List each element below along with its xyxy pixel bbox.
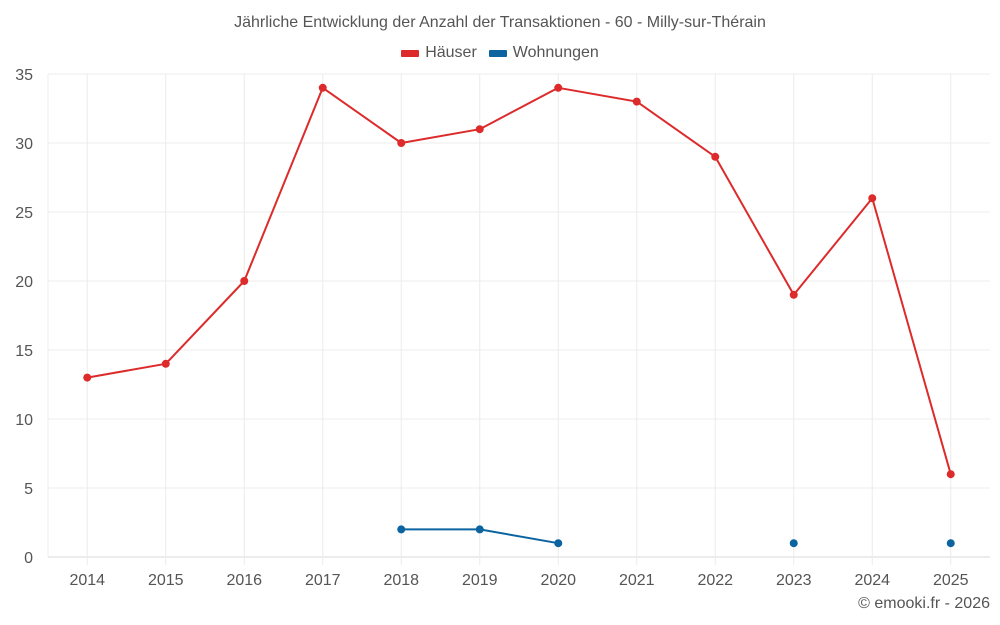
data-point-haeuser[interactable] bbox=[240, 277, 249, 285]
x-tick-label: 2017 bbox=[305, 572, 341, 589]
legend-item-wohnungen[interactable]: Wohnungen bbox=[488, 44, 599, 62]
legend-item-haeuser[interactable]: Häuser bbox=[401, 44, 477, 62]
x-tick-label: 2023 bbox=[776, 572, 812, 589]
data-point-haeuser[interactable] bbox=[789, 290, 798, 299]
data-point-haeuser[interactable] bbox=[554, 83, 563, 92]
x-tick-label: 2019 bbox=[462, 572, 498, 589]
data-point-wohnungen[interactable] bbox=[946, 539, 955, 548]
x-tick-label: 2014 bbox=[69, 572, 105, 589]
data-point-haeuser[interactable] bbox=[83, 373, 92, 382]
legend: Häuser Wohnungen bbox=[0, 44, 1000, 62]
data-point-haeuser[interactable] bbox=[318, 83, 327, 92]
data-point-wohnungen[interactable] bbox=[554, 539, 563, 548]
y-tick-label: 5 bbox=[24, 481, 33, 498]
x-tick-label: 2015 bbox=[148, 572, 184, 589]
x-tick-label: 2025 bbox=[933, 572, 969, 589]
y-tick-label: 15 bbox=[15, 343, 33, 360]
data-point-haeuser[interactable] bbox=[946, 470, 955, 479]
y-tick-label: 0 bbox=[24, 550, 33, 567]
data-point-haeuser[interactable] bbox=[475, 125, 484, 134]
data-point-wohnungen[interactable] bbox=[789, 539, 798, 548]
data-point-haeuser[interactable] bbox=[868, 194, 877, 203]
legend-swatch-haeuser-icon bbox=[401, 49, 420, 57]
y-tick-label: 20 bbox=[15, 274, 33, 291]
y-tick-label: 10 bbox=[15, 412, 33, 429]
y-tick-label: 25 bbox=[15, 205, 33, 222]
legend-label-wohnungen: Wohnungen bbox=[512, 44, 599, 61]
x-tick-label: 2016 bbox=[226, 572, 262, 589]
x-tick-label: 2018 bbox=[383, 572, 419, 589]
data-point-haeuser[interactable] bbox=[711, 152, 720, 161]
x-tick-label: 2022 bbox=[697, 572, 733, 589]
data-point-haeuser[interactable] bbox=[397, 139, 406, 147]
credit-text: © emooki.fr - 2026 bbox=[858, 595, 990, 612]
legend-label-haeuser: Häuser bbox=[425, 44, 477, 61]
legend-swatch-wohnungen-icon bbox=[488, 49, 507, 57]
x-tick-label: 2020 bbox=[540, 572, 576, 589]
y-tick-label: 35 bbox=[15, 67, 33, 84]
x-tick-label: 2024 bbox=[854, 572, 890, 589]
series-line-haeuser bbox=[87, 86, 952, 475]
chart-title: Jährliche Entwicklung der Anzahl der Tra… bbox=[234, 14, 766, 31]
data-point-wohnungen[interactable] bbox=[475, 525, 484, 534]
x-tick-label: 2021 bbox=[619, 572, 655, 589]
data-point-haeuser[interactable] bbox=[632, 97, 641, 106]
data-point-haeuser[interactable] bbox=[161, 359, 170, 368]
data-point-wohnungen[interactable] bbox=[397, 525, 406, 534]
y-tick-label: 30 bbox=[15, 136, 33, 153]
